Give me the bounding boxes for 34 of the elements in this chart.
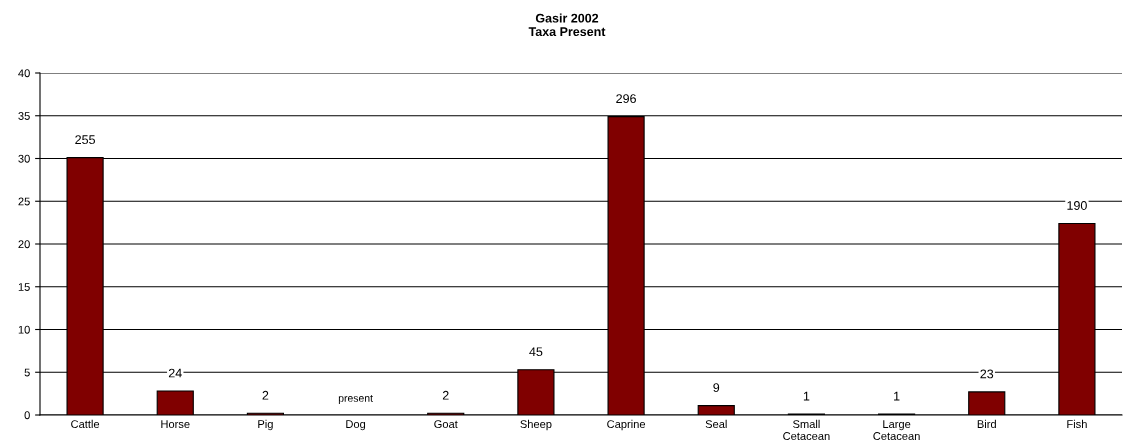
annotation: 1	[894, 391, 900, 401]
annotation: 2	[442, 390, 449, 400]
chart-title: Gasir 2002 Taxa Present	[528, 13, 606, 37]
x-tick-label: Dog	[346, 420, 366, 431]
annotation: 24	[168, 368, 182, 378]
y-tick-label: 20	[18, 240, 30, 249]
annotation: 255	[75, 135, 95, 145]
x-tick-label: Caprine	[607, 419, 646, 431]
annotation: 1	[803, 391, 810, 401]
y-tick-label: 30	[18, 154, 30, 163]
annotation: 9	[713, 383, 720, 393]
y-tick-label: 25	[18, 197, 30, 206]
y-tick-label: 15	[18, 283, 30, 291]
y-tick-label: 10	[18, 325, 30, 334]
y-tick-label: 35	[18, 112, 30, 120]
x-tick-label: Goat	[434, 420, 458, 429]
y-tick-label: 40	[18, 69, 30, 78]
x-tick-label: Pig	[258, 419, 273, 431]
x-tick-label: Fish	[1067, 419, 1087, 429]
annotation: 23	[980, 369, 994, 379]
y-tick-label: 5	[24, 368, 30, 377]
x-tick-label: Sheep	[520, 419, 552, 431]
x-tick-label: Seal	[705, 419, 727, 429]
x-tick-label: Cattle	[71, 419, 100, 429]
annotation: 190	[1067, 201, 1087, 210]
x-tick-label: Small Cetacean	[783, 419, 830, 440]
annotation: 296	[616, 94, 636, 104]
x-tick-label: Horse	[161, 420, 190, 429]
annotation: 45	[529, 347, 543, 357]
annotation: 2	[262, 390, 269, 400]
annotation: present	[338, 394, 373, 404]
x-tick-label: Bird	[977, 419, 996, 429]
x-tick-label: Large Cetacean	[873, 420, 920, 440]
y-tick-label: 0	[24, 411, 30, 420]
